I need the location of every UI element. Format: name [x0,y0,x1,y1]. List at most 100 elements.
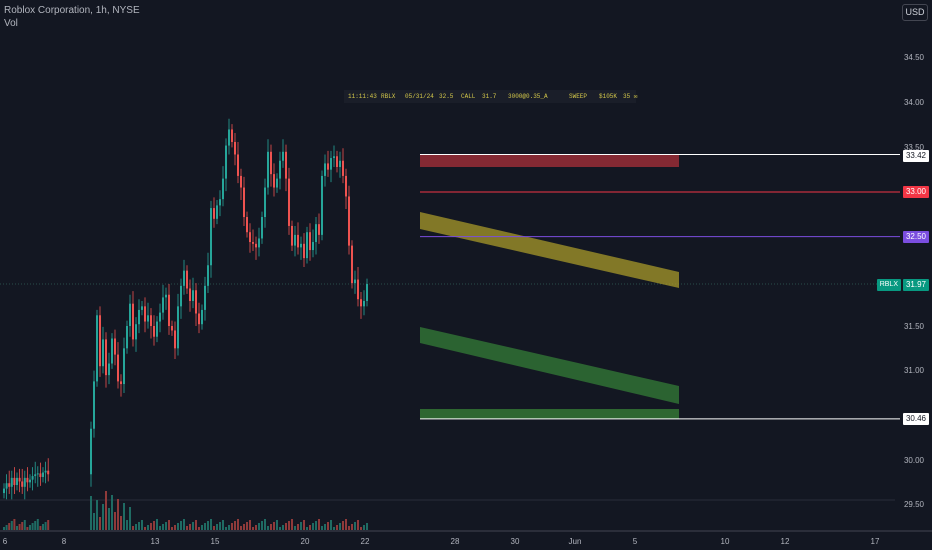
candle-body[interactable] [363,300,365,307]
candle-body[interactable] [228,129,230,146]
candle-body[interactable] [132,303,134,340]
candle-body[interactable] [147,315,149,322]
candle-body[interactable] [99,315,101,367]
candle-body[interactable] [123,348,125,385]
candle-body[interactable] [168,294,170,326]
candle-body[interactable] [18,477,21,482]
candle-body[interactable] [252,242,254,244]
candle-body[interactable] [31,476,34,480]
candle-body[interactable] [177,306,179,349]
symbol-title[interactable]: Roblox Corporation, 1h, NYSE [4,5,140,16]
candle-body[interactable] [240,175,242,188]
candle-body[interactable] [3,488,5,494]
candle-body[interactable] [159,312,161,322]
candle-body[interactable] [297,234,299,248]
candle-body[interactable] [231,129,233,142]
candle-body[interactable] [150,315,152,326]
candle-body[interactable] [174,330,176,349]
candle-body[interactable] [234,141,236,155]
red-resistance-zone[interactable] [420,155,679,167]
candle-body[interactable] [144,306,146,322]
candle-body[interactable] [198,313,200,325]
candle-body[interactable] [264,187,266,218]
candle-body[interactable] [93,381,95,429]
candle-body[interactable] [294,234,296,246]
candle-body[interactable] [117,354,119,382]
candle-body[interactable] [156,321,158,337]
candle-body[interactable] [246,217,248,233]
candle-body[interactable] [339,160,341,167]
candle-body[interactable] [5,483,8,489]
candle-body[interactable] [258,238,260,248]
candle-body[interactable] [162,297,164,313]
green-trend-channel[interactable] [420,327,679,404]
candle-body[interactable] [249,232,251,243]
candle-body[interactable] [324,163,326,176]
candle-body[interactable] [315,224,317,243]
candle-body[interactable] [120,381,122,385]
candle-body[interactable] [34,474,37,477]
candle-body[interactable] [108,363,110,376]
candle-body[interactable] [47,470,50,475]
candle-body[interactable] [105,339,107,376]
candle-body[interactable] [201,309,203,325]
candle-body[interactable] [360,299,362,307]
candle-body[interactable] [267,151,269,188]
candle-body[interactable] [8,483,11,487]
volume-indicator-label[interactable]: Vol [4,18,18,29]
currency-button[interactable]: USD [902,4,928,21]
candle-body[interactable] [96,315,98,382]
candle-body[interactable] [222,178,224,200]
candle-body[interactable] [180,285,182,307]
candle-body[interactable] [10,477,13,487]
candle-body[interactable] [309,232,311,251]
candle-body[interactable] [29,479,31,483]
candle-body[interactable] [348,196,350,246]
candle-body[interactable] [111,338,113,364]
candle-body[interactable] [141,306,143,310]
candle-body[interactable] [318,224,320,235]
candle-body[interactable] [102,339,104,367]
candle-body[interactable] [114,338,116,355]
candle-body[interactable] [306,232,308,259]
candle-body[interactable] [276,178,278,188]
candle-body[interactable] [357,279,359,300]
level-label[interactable]: 33.00 [903,186,929,198]
candle-body[interactable] [354,279,356,284]
candle-body[interactable] [153,326,155,337]
candle-body[interactable] [351,245,353,284]
candle-body[interactable] [195,290,197,314]
candle-body[interactable] [135,324,137,340]
candle-body[interactable] [207,265,209,286]
candle-body[interactable] [126,326,128,349]
candle-body[interactable] [165,294,167,298]
candle-body[interactable] [273,174,275,188]
candle-body[interactable] [138,309,140,325]
candle-body[interactable] [216,205,218,219]
green-support-zone[interactable] [420,409,679,419]
candle-body[interactable] [213,208,215,219]
candle-body[interactable] [291,225,293,246]
candle-body[interactable] [312,242,314,251]
level-label[interactable]: 33.42 [903,150,929,162]
level-label[interactable]: 32.50 [903,231,929,243]
candle-body[interactable] [13,477,16,486]
candle-body[interactable] [279,160,281,179]
candle-body[interactable] [300,243,302,248]
candle-body[interactable] [192,290,194,301]
candle-body[interactable] [210,208,212,266]
candle-body[interactable] [333,156,335,159]
candle-body[interactable] [225,145,227,179]
candle-body[interactable] [42,472,44,477]
candle-body[interactable] [44,470,47,473]
candle-body[interactable] [39,473,42,477]
candle-body[interactable] [336,156,338,167]
candle-body[interactable] [237,154,239,176]
candle-body[interactable] [90,428,92,475]
candle-body[interactable] [270,151,272,175]
candle-body[interactable] [36,473,39,475]
candle-body[interactable] [171,326,173,331]
candle-body[interactable] [345,175,347,197]
candle-body[interactable] [23,477,26,487]
candle-body[interactable] [261,217,263,239]
